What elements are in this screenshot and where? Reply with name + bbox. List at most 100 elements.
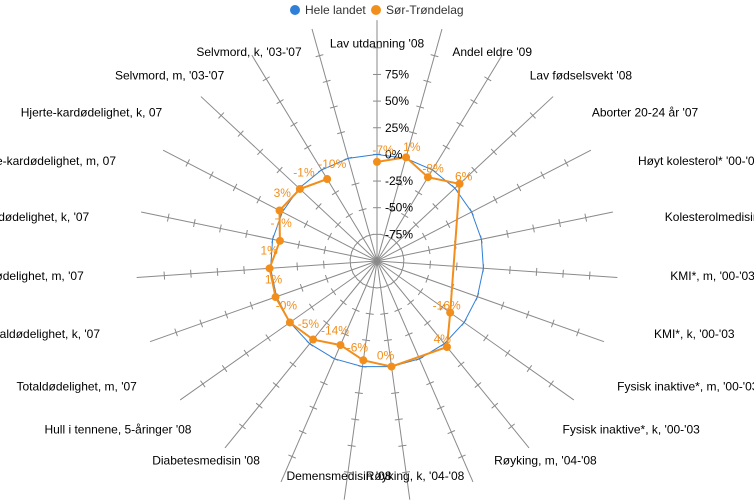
spoke-tick [423, 79, 432, 83]
data-point-kreftd-delighet-k-07[interactable] [275, 236, 284, 245]
spoke-tick [351, 244, 356, 253]
spoke-tick [483, 334, 489, 342]
data-label-hull-i-tennene-5-a-ringer-08: -5% [298, 317, 320, 331]
legend-marker-hele-landet[interactable] [290, 5, 300, 15]
data-label-fysisk-inaktive-k-00-03: 4% [434, 332, 452, 346]
spoke-tick [351, 307, 360, 312]
spoke-tick [243, 349, 250, 357]
tick-label: 75% [385, 67, 409, 81]
spoke-tick [407, 299, 415, 306]
data-point-demensmedisin-08[interactable] [359, 356, 368, 365]
data-point-lav-f-dselsvekt-08[interactable] [423, 173, 432, 182]
spoke-tick [304, 144, 312, 150]
spoke-tick [199, 319, 204, 328]
data-point-fysisk-inaktive-k-00-03[interactable] [442, 342, 451, 351]
data-point-selvmord-m-03-07[interactable] [323, 175, 332, 184]
category-label-diabetesmedisin-08: Diabetesmedisin '08 [152, 453, 260, 467]
spoke-tick [436, 405, 445, 410]
data-point-lav-utdanning-08[interactable] [373, 157, 381, 166]
category-label-andel-eldre-09: Andel eldre '09 [452, 45, 532, 59]
spoke-tick [193, 219, 196, 228]
spoke-tick [351, 182, 360, 186]
category-label-r-yking-k-04-08: Røyking, k, '04-'08 [366, 469, 465, 483]
category-label-h-yt-kolesterol-00-03: Høyt kolesterol* '00-'03 [638, 154, 754, 168]
spoke-tick [276, 99, 284, 105]
series-line-hele-landet[interactable] [270, 153, 484, 368]
category-label-fysisk-inaktive-m-00-03: Fysisk inaktive*, m, '00-'03 [617, 379, 754, 393]
spoke-tick [288, 454, 296, 459]
spoke-tick [535, 267, 538, 276]
spoke-hjerte-kard-delighet-k-07 [200, 96, 378, 262]
spoke-tick [216, 267, 219, 276]
data-point-r-yking-k-04-08[interactable] [387, 362, 396, 371]
data-point-kreftd-delighet-m-07[interactable] [265, 264, 274, 273]
data-point-andel-eldre-09[interactable] [402, 153, 411, 162]
spoke-tick [398, 444, 407, 447]
data-point-hjerte-kard-delighet-m-07[interactable] [275, 206, 284, 215]
data-label-andel-eldre-09: 1% [403, 140, 421, 154]
data-point-hjerte-kard-delighet-k-07[interactable] [295, 184, 304, 193]
spoke-tick [584, 213, 588, 222]
spoke-lines [136, 20, 618, 500]
spoke-tick [322, 79, 331, 83]
category-label-selvmord-m-03-07: Selvmord, m, '03-'07 [115, 68, 225, 82]
tick-label: -50% [385, 201, 413, 215]
legend-label-sor-trondelag[interactable]: Sør-Trøndelag [386, 3, 464, 17]
spoke-tick [345, 212, 353, 218]
spoke-tick [243, 266, 245, 275]
spoke-tick [510, 130, 517, 137]
data-point-totald-delighet-m-07[interactable] [285, 318, 294, 327]
category-label-hull-i-tennene-5-a-ringer-08: Hull i tennene, 5-åringer '08 [44, 423, 191, 437]
spoke-tick [185, 159, 190, 167]
spoke-tick [237, 130, 244, 137]
spoke-tick [509, 266, 511, 275]
data-label-lav-f-dselsvekt-08: -8% [422, 161, 444, 175]
spoke-tick [349, 251, 353, 260]
spoke-tick [257, 148, 264, 156]
category-label-lav-utdanning-08: Lav utdanning '08 [330, 37, 425, 51]
category-label-hjerte-kard-delighet-m-07: Hjerte-kardødelighet, m, 07 [0, 154, 116, 168]
spoke-tick [327, 232, 332, 241]
spoke-tick [190, 269, 192, 278]
legend-label-hele-landet[interactable]: Hele landet [305, 3, 366, 17]
spoke-tick [200, 380, 206, 388]
spoke-tick [324, 274, 329, 283]
spoke-tick [588, 271, 591, 280]
data-point-totald-delighet-k-07[interactable] [271, 293, 280, 302]
spoke-r-yking-m-04-08 [376, 260, 474, 483]
spoke-tick [337, 131, 346, 135]
category-label-aborter-20-24-a-r-07: Aborter 20-24 år '07 [592, 106, 699, 120]
spoke-tick [550, 319, 555, 328]
spoke-andel-eldre-09 [376, 28, 443, 262]
spoke-tick [272, 382, 280, 388]
spoke-kmi-k-00-03 [376, 260, 605, 343]
spoke-tick [457, 361, 465, 368]
data-labels: -7% 1%-8%6%-16%4%0%-6%-14%-5%-0%1%1%-7%3%… [261, 140, 473, 362]
category-label-totald-delighet-k-07: Totaldødelighet, k, '07 [0, 327, 100, 341]
data-point-diabetesmedisin-08[interactable] [336, 341, 345, 350]
spoke-tick [391, 391, 400, 395]
spoke-tick [358, 208, 367, 212]
legend-marker-sor-trondelag[interactable] [371, 5, 381, 15]
spoke-demensmedisin-08 [343, 260, 378, 500]
spoke-tick [219, 224, 222, 233]
spoke-tick [394, 418, 403, 421]
data-point-hull-i-tennene-5-a-ringer-08[interactable] [309, 335, 318, 344]
data-point-fysisk-inaktive-m-00-03[interactable] [446, 308, 455, 317]
spoke-tick [218, 112, 225, 119]
data-label-totald-delighet-k-07: 1% [265, 272, 283, 286]
spoke-tick [401, 251, 405, 260]
spoke-tick [315, 203, 322, 210]
spoke-tick [404, 332, 413, 337]
spoke-tick [430, 54, 439, 58]
spoke-tick [402, 258, 405, 267]
spoke-tick [209, 171, 214, 179]
spoke-tick [408, 131, 417, 135]
spoke-tick [369, 286, 378, 289]
spoke-tick [255, 402, 263, 409]
data-point-aborter-20-24-a-r-07[interactable] [455, 179, 464, 188]
data-label-r-yking-k-04-08: 0% [377, 348, 395, 362]
spoke-tick [359, 235, 367, 241]
tick-label: -25% [385, 174, 413, 188]
spoke-tick [558, 219, 561, 228]
